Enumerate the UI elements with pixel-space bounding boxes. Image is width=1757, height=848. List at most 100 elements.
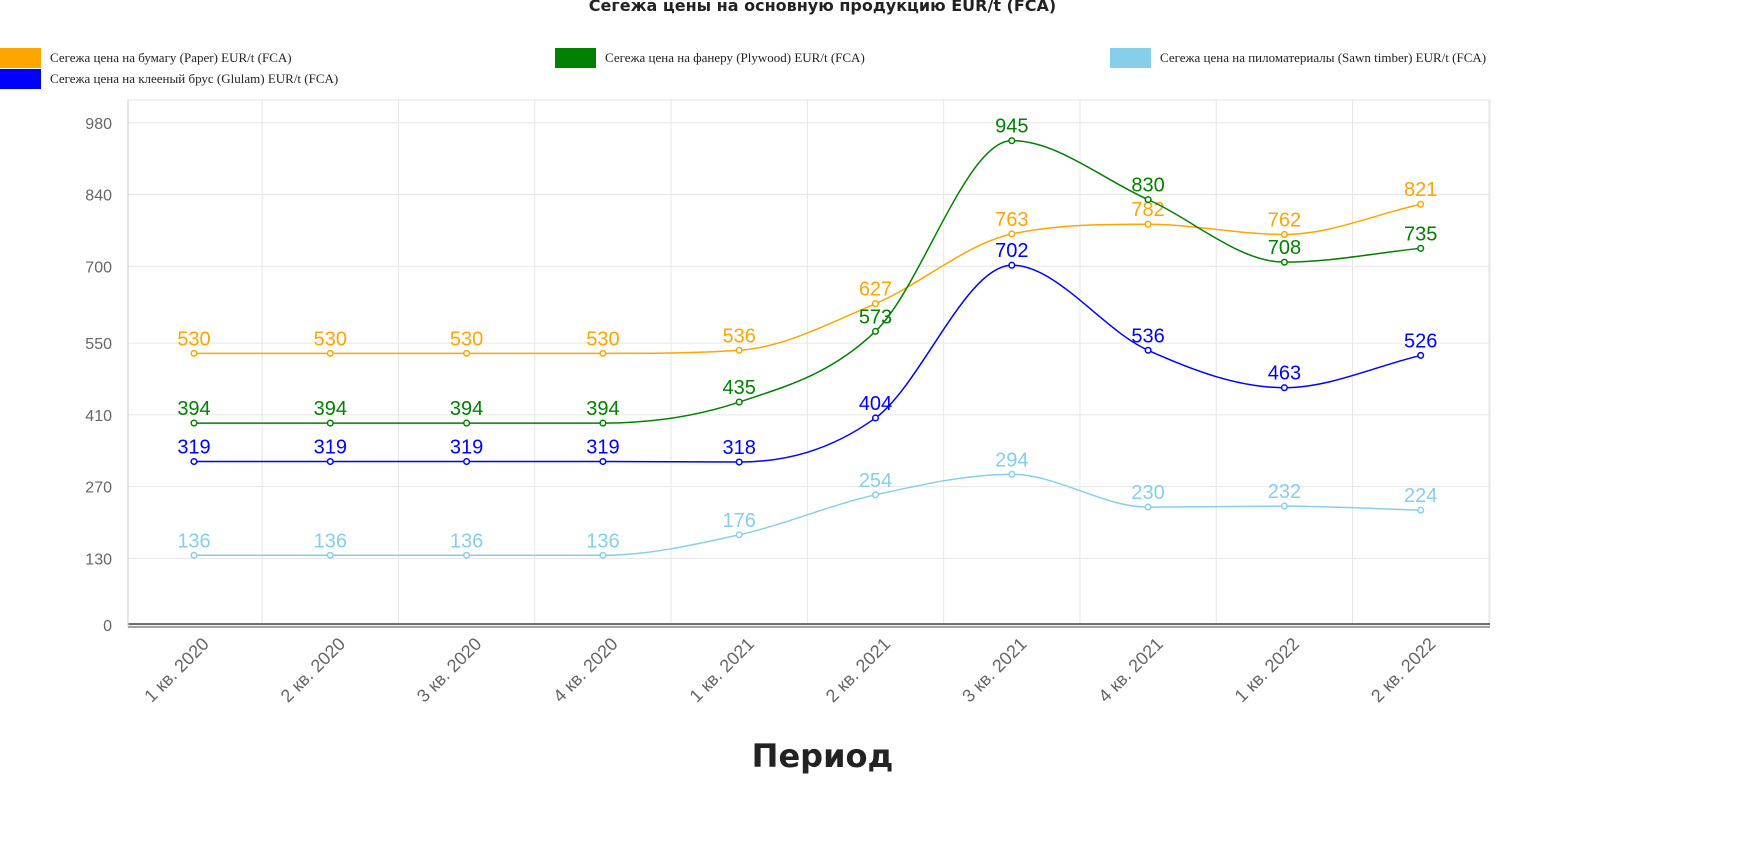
data-label: 294 — [995, 449, 1028, 471]
data-label: 232 — [1268, 481, 1301, 503]
y-tick-label: 550 — [85, 336, 112, 353]
data-point — [599, 551, 607, 559]
data-label: 627 — [859, 279, 892, 301]
data-point — [190, 419, 198, 427]
data-point — [599, 457, 607, 466]
chart-title: Сегежа цены на основную продукцию EUR/t … — [588, 0, 1057, 15]
data-point — [1144, 196, 1152, 204]
data-point — [871, 491, 880, 499]
y-tick-label: 270 — [85, 480, 112, 497]
data-label: 230 — [1131, 482, 1164, 504]
data-point — [599, 349, 607, 357]
data-label: 702 — [995, 240, 1028, 262]
data-point — [735, 346, 743, 354]
data-point — [871, 327, 880, 335]
x-tick-label: 1 кв. 2022 — [1231, 634, 1303, 706]
data-label: 526 — [1404, 330, 1437, 352]
data-label: 573 — [859, 306, 892, 328]
data-point — [1417, 351, 1425, 359]
data-point — [1417, 244, 1425, 252]
data-label: 945 — [995, 116, 1028, 138]
data-point — [1280, 502, 1288, 510]
data-label: 830 — [1131, 175, 1164, 197]
data-label: 530 — [450, 328, 483, 350]
legend-item-paper[interactable]: Сегежа цена на бумагу (Paper) EUR/t (FCA… — [0, 48, 292, 68]
data-label: 319 — [450, 437, 483, 459]
data-point — [1008, 137, 1016, 145]
data-point — [871, 300, 880, 308]
data-point — [190, 457, 198, 466]
legend-swatch-sawn-timber — [1110, 48, 1151, 68]
data-point — [326, 419, 334, 427]
data-label: 318 — [723, 437, 756, 459]
x-tick-label: 1 кв. 2021 — [686, 634, 758, 706]
data-point — [871, 414, 880, 422]
x-tick-label: 3 кв. 2020 — [413, 634, 485, 706]
y-tick-label: 840 — [85, 188, 112, 205]
x-tick-label: 2 кв. 2020 — [277, 634, 349, 706]
series-line-sawn-timber — [193, 473, 1421, 557]
data-label: 394 — [177, 398, 210, 420]
legend-label-paper: Сегежа цена на бумагу (Paper) EUR/t (FCA… — [50, 50, 292, 65]
data-point — [599, 419, 607, 427]
data-point — [1280, 384, 1288, 392]
data-label: 763 — [995, 209, 1028, 231]
data-point — [326, 551, 334, 559]
data-point — [1144, 503, 1152, 511]
chart-legend: Сегежа цена на бумагу (Paper) EUR/t (FCA… — [0, 48, 1645, 92]
series-line-paper — [194, 203, 1421, 355]
legend-label-glulam: Сегежа цена на клееный брус (Glulam) EUR… — [50, 71, 339, 86]
data-point — [463, 419, 471, 427]
legend-swatch-paper — [0, 48, 41, 68]
legend-item-glulam[interactable]: Сегежа цена на клееный брус (Glulam) EUR… — [0, 69, 338, 89]
y-tick-label: 0 — [103, 618, 112, 635]
x-tick-label: 1 кв. 2020 — [140, 634, 212, 706]
data-label: 136 — [177, 530, 210, 552]
data-point — [1280, 230, 1288, 239]
data-point — [1144, 220, 1152, 228]
data-label: 319 — [177, 437, 210, 459]
x-tick-label: 2 кв. 2021 — [822, 634, 894, 706]
data-label: 176 — [723, 510, 756, 532]
data-label: 136 — [450, 530, 483, 552]
data-label: 435 — [723, 377, 756, 399]
legend-item-plywood[interactable]: Сегежа цена на фанеру (Plywood) EUR/t (F… — [555, 48, 865, 68]
data-label: 224 — [1404, 485, 1437, 507]
data-label: 530 — [177, 328, 210, 350]
data-label: 136 — [586, 530, 619, 552]
y-tick-label: 980 — [85, 116, 112, 133]
data-point — [735, 531, 743, 539]
x-tick-label: 4 кв. 2020 — [549, 634, 621, 706]
legend-label-plywood: Сегежа цена на фанеру (Plywood) EUR/t (F… — [605, 50, 865, 65]
data-point — [735, 398, 743, 406]
data-label: 708 — [1268, 237, 1301, 259]
series-line-plywood — [194, 139, 1421, 424]
legend-item-sawn-timber[interactable]: Сегежа цена на пиломатериалы (Sawn timbe… — [1110, 48, 1486, 68]
data-point — [1008, 470, 1016, 478]
data-label: 762 — [1268, 209, 1301, 231]
data-label: 319 — [586, 437, 619, 459]
data-point — [735, 458, 743, 466]
data-point — [463, 457, 471, 466]
data-label: 782 — [1131, 199, 1164, 221]
data-point — [1280, 258, 1288, 266]
y-tick-label: 130 — [85, 551, 112, 568]
data-label: 136 — [314, 530, 347, 552]
data-label: 463 — [1268, 363, 1301, 385]
data-point — [190, 551, 198, 559]
y-tick-label: 700 — [85, 259, 112, 276]
data-label: 394 — [586, 398, 619, 420]
data-label: 254 — [859, 470, 892, 492]
legend-swatch-glulam — [0, 69, 41, 89]
data-point — [1417, 200, 1425, 208]
data-point — [463, 349, 471, 357]
data-label: 536 — [1131, 325, 1164, 347]
data-point — [326, 349, 334, 357]
x-tick-label: 3 кв. 2021 — [958, 634, 1030, 706]
x-tick-label: 2 кв. 2022 — [1367, 634, 1439, 706]
data-point — [190, 349, 198, 357]
data-label: 530 — [314, 328, 347, 350]
data-label: 735 — [1404, 223, 1437, 245]
legend-swatch-plywood — [555, 48, 596, 68]
